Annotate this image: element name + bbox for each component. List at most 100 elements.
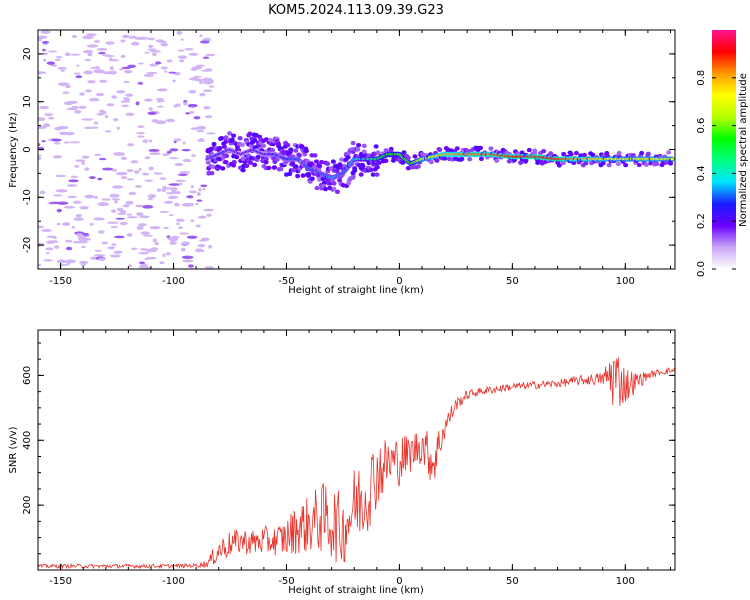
noise-speck: [38, 71, 47, 75]
signal-halo: [355, 147, 361, 152]
noise-speck: [46, 61, 55, 65]
noise-speck: [190, 219, 195, 222]
noise-speck: [87, 52, 93, 57]
noise-speck: [38, 146, 44, 151]
noise-speck: [113, 118, 119, 122]
noise-speck: [104, 114, 109, 119]
signal-core: [670, 157, 675, 161]
signal-halo: [330, 159, 336, 164]
noise-speck: [70, 175, 79, 179]
y-tick-label: 200: [22, 496, 33, 515]
noise-speck: [164, 200, 173, 204]
signal-halo: [383, 158, 389, 163]
noise-speck: [109, 193, 120, 198]
noise-speck: [124, 97, 130, 101]
noise-speck: [188, 52, 199, 56]
noise-speck: [126, 216, 138, 219]
signal-halo: [615, 161, 621, 167]
noise-speck: [80, 263, 87, 267]
noise-speck: [173, 138, 182, 142]
signal-halo: [437, 147, 443, 153]
noise-speck: [170, 187, 178, 192]
signal-halo: [314, 185, 320, 191]
noise-speck: [98, 157, 107, 161]
colorbar-tick-label: 0.6: [696, 118, 707, 134]
signal-halo: [630, 153, 636, 158]
signal-halo: [328, 166, 334, 171]
noise-speck: [198, 187, 202, 192]
noise-speck: [59, 131, 68, 136]
noise-speck: [113, 250, 123, 254]
signal-halo: [331, 186, 337, 192]
noise-speck: [81, 161, 85, 166]
colorbar-label: Normalized spectral amplitude: [738, 73, 749, 227]
snr-y-label: SNR (v/v): [8, 426, 19, 473]
noise-speck: [148, 139, 153, 143]
signal-halo: [442, 156, 448, 161]
signal-halo: [590, 152, 596, 157]
noise-speck: [127, 143, 134, 147]
signal-halo: [623, 162, 629, 168]
noise-speck: [148, 166, 154, 171]
signal-halo: [275, 141, 281, 147]
noise-speck: [200, 184, 208, 188]
noise-speck: [159, 261, 165, 265]
noise-speck: [68, 179, 79, 183]
noise-speck: [144, 51, 150, 54]
figure-title: KOM5.2024.113.09.39.G23: [268, 3, 444, 18]
signal-halo: [571, 160, 577, 165]
noise-speck: [60, 69, 66, 72]
noise-speck: [38, 154, 43, 157]
spectrogram-marks: [38, 30, 675, 269]
noise-speck: [135, 101, 140, 106]
signal-halo: [285, 142, 291, 148]
signal-halo: [606, 162, 612, 168]
noise-speck: [78, 240, 88, 244]
noise-speck: [134, 184, 142, 188]
noise-speck: [148, 107, 153, 111]
signal-halo: [556, 163, 562, 168]
noise-speck: [43, 58, 47, 62]
noise-speck: [65, 52, 71, 57]
snr-panel: -150 -100 -50 0 50 100 200 400 600 Height of st…: [8, 329, 676, 596]
noise-speck: [173, 104, 177, 108]
signal-halo: [295, 173, 301, 179]
noise-speck: [107, 246, 116, 250]
signal-halo: [247, 160, 253, 165]
noise-speck: [159, 177, 167, 180]
noise-speck: [180, 38, 184, 41]
signal-halo: [581, 152, 587, 158]
signal-halo: [370, 172, 376, 177]
noise-speck: [79, 260, 89, 265]
noise-speck: [119, 221, 128, 226]
signal-halo: [218, 136, 224, 141]
noise-speck: [38, 242, 45, 247]
noise-speck: [73, 72, 81, 75]
noise-speck: [63, 205, 76, 209]
noise-speck: [98, 51, 106, 55]
noise-speck: [38, 263, 42, 267]
noise-speck: [53, 194, 63, 197]
noise-speck: [79, 205, 89, 210]
noise-speck: [56, 201, 69, 205]
noise-speck: [120, 39, 126, 43]
noise-speck: [79, 92, 85, 96]
noise-speck: [128, 264, 132, 268]
signal-halo: [526, 147, 532, 153]
spectrogram-y-label: Frequency (Hz): [8, 112, 19, 188]
noise-speck: [38, 118, 46, 122]
noise-speck: [184, 47, 194, 51]
noise-speck: [44, 113, 54, 117]
noise-speck: [130, 160, 139, 164]
noise-speck: [196, 192, 201, 196]
noise-speck: [149, 152, 161, 155]
noise-speck: [116, 126, 120, 130]
noise-speck: [156, 88, 168, 92]
noise-speck: [161, 188, 166, 193]
noise-speck: [206, 132, 216, 135]
signal-halo: [266, 165, 272, 171]
noise-speck: [111, 209, 116, 213]
noise-speck: [140, 231, 151, 235]
signal-halo: [415, 164, 421, 169]
noise-speck: [121, 66, 132, 70]
